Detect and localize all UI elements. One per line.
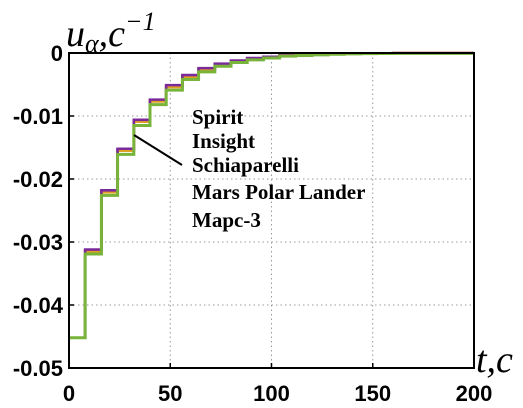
legend-item-schiaparelli: Schiaparelli (192, 153, 299, 177)
x-tick-label-0: 0 (63, 381, 75, 406)
x-tick-label-4: 200 (456, 381, 493, 406)
legend-item-mars-3: Марс-3 (192, 208, 261, 232)
y-axis-label: uα,c−1 (66, 7, 156, 58)
axis-ticks: 0 50 100 150 200 0 -0.01 -0.02 -0.03 -0.04 -0.05 (13, 41, 493, 406)
y-tick-label-4: -0.04 (13, 293, 64, 318)
legend-item-spirit: Spirit (192, 105, 243, 129)
legend-pointer-line (133, 134, 183, 166)
y-tick-label-1: -0.01 (13, 104, 63, 129)
legend: Spirit Insight Schiaparelli Mars Polar L… (192, 105, 365, 232)
x-tick-label-2: 100 (253, 381, 290, 406)
grid (69, 53, 474, 368)
y-tick-label-5: -0.05 (13, 356, 63, 381)
legend-item-insight: Insight (192, 129, 255, 153)
x-axis-label: t,c (476, 339, 513, 381)
x-tick-label-3: 150 (354, 381, 391, 406)
legend-item-mars-polar-lander: Mars Polar Lander (192, 180, 365, 204)
y-tick-label-0: 0 (51, 41, 63, 66)
y-tick-label-3: -0.03 (13, 230, 63, 255)
x-tick-label-1: 50 (158, 381, 182, 406)
y-tick-label-2: -0.02 (13, 167, 63, 192)
